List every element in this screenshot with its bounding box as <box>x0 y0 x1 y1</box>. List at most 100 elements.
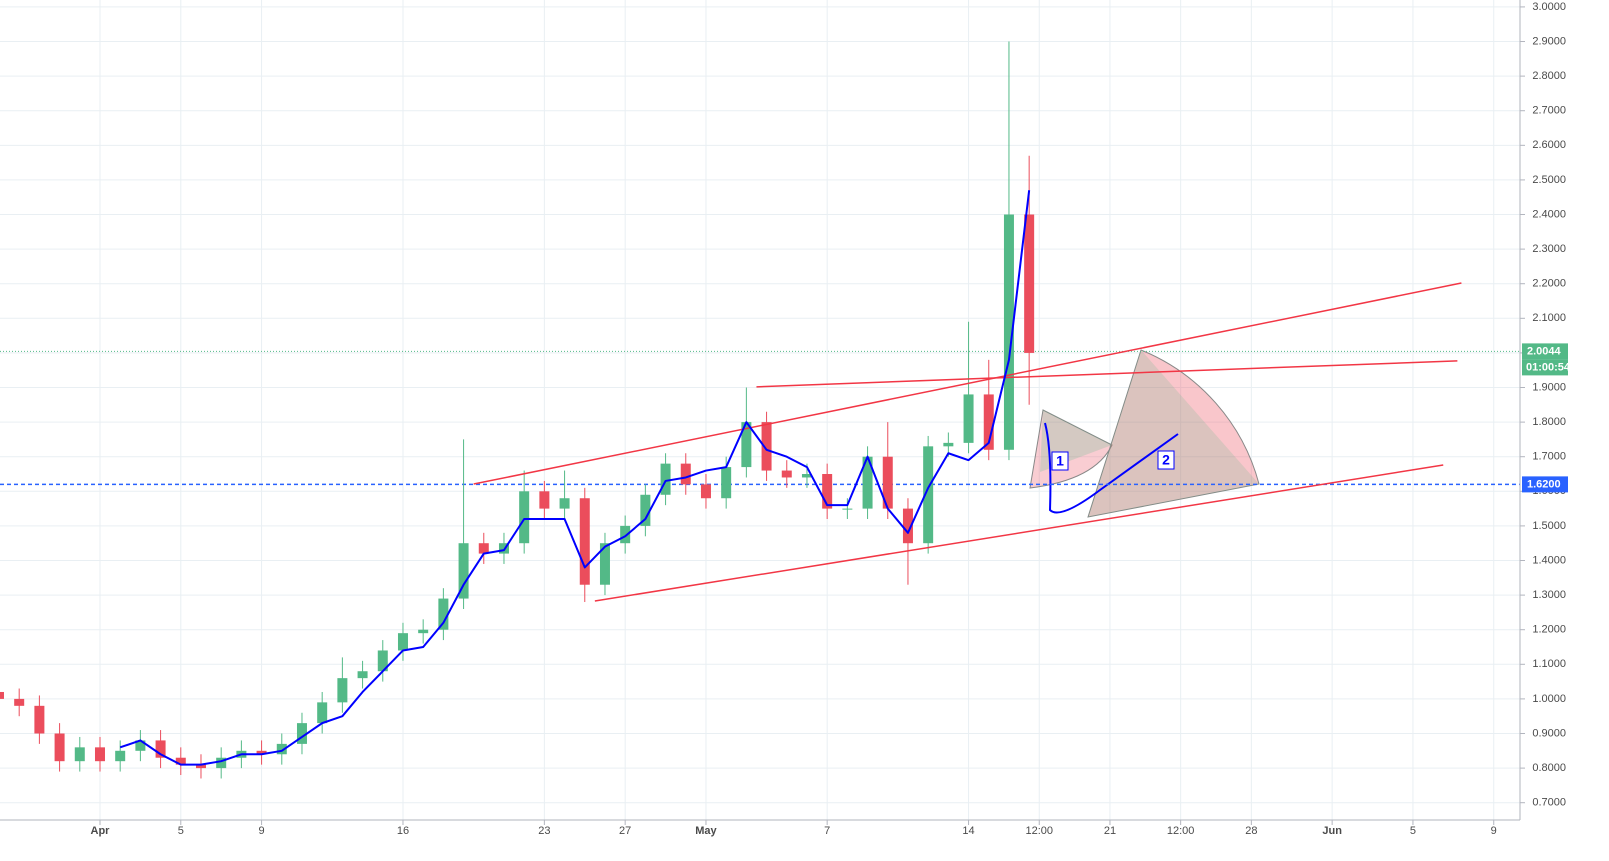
candle-body <box>559 498 570 509</box>
y-tick-label: 1.9000 <box>1532 381 1566 393</box>
candle-body <box>943 442 954 447</box>
countdown-tag <box>1522 359 1568 376</box>
trendline <box>473 282 1462 485</box>
y-tick-label: 2.9000 <box>1532 35 1566 47</box>
axis-labels: 0.7000 0.8000 0.9000 1.0000 1.1000 1.2000 1.30… <box>91 1 1571 837</box>
candle-body <box>761 422 772 471</box>
plot <box>0 41 1520 779</box>
candle-body <box>700 484 711 499</box>
y-tick-label: 1.3000 <box>1532 589 1566 601</box>
candle-body <box>781 470 792 478</box>
candle-body <box>216 757 227 769</box>
candle-body <box>418 629 429 634</box>
x-tick-label: 21 <box>1104 825 1116 837</box>
level-label: 1.6200 <box>1527 478 1561 490</box>
y-tick-label: 2.2000 <box>1532 278 1566 290</box>
y-tick-label: 0.9000 <box>1532 727 1566 739</box>
y-tick-label: 1.7000 <box>1532 451 1566 463</box>
candle-body <box>74 747 85 762</box>
candle-body <box>862 456 873 509</box>
fan-shape-2 <box>1087 349 1260 518</box>
x-tick-label: 5 <box>178 825 184 837</box>
candle-body <box>599 543 610 585</box>
y-tick-label: 1.2000 <box>1532 624 1566 636</box>
candle-body <box>115 750 126 762</box>
candle-body <box>337 678 348 703</box>
level-tag <box>1522 476 1568 493</box>
candle-body <box>397 633 408 651</box>
candle-body <box>54 733 65 762</box>
annotation: 1 <box>1056 453 1064 469</box>
y-tick-label: 3.0000 <box>1532 1 1566 13</box>
trendline <box>594 464 1444 602</box>
y-tick-label: 2.4000 <box>1532 208 1566 220</box>
candle-body <box>842 508 853 510</box>
label-box <box>1157 450 1175 470</box>
x-tick-label: May <box>695 825 717 837</box>
candle-body <box>721 467 732 499</box>
candle-body <box>14 698 25 706</box>
last-price-tag <box>1522 343 1568 360</box>
label-box <box>1051 451 1069 471</box>
y-tick-label: 1.5000 <box>1532 520 1566 532</box>
candle-body <box>539 491 550 509</box>
x-tick-label: 9 <box>1491 825 1497 837</box>
x-tick-label: 12:00 <box>1167 825 1195 837</box>
x-tick-label: 7 <box>824 825 830 837</box>
candle-body <box>195 764 206 769</box>
x-tick-label: Jun <box>1322 825 1342 837</box>
drawn-path <box>1044 422 1179 514</box>
candle-body <box>963 394 974 443</box>
x-tick-label: 27 <box>619 825 631 837</box>
candle-body <box>1024 214 1035 353</box>
x-tick-label: 16 <box>397 825 409 837</box>
y-tick-label: 2.1000 <box>1532 312 1566 324</box>
candle-body <box>256 750 267 755</box>
annotation: 2 <box>1162 452 1170 468</box>
y-tick-label: 2.6000 <box>1532 139 1566 151</box>
candle-body <box>822 474 833 509</box>
candle-body <box>923 446 934 544</box>
y-tick-label: 2.3000 <box>1532 243 1566 255</box>
x-tick-label: 14 <box>962 825 974 837</box>
y-tick-label: 1.8000 <box>1532 416 1566 428</box>
candle-body <box>357 671 368 679</box>
y-tick-label: 2.7000 <box>1532 105 1566 117</box>
y-tick-label: 2.5000 <box>1532 174 1566 186</box>
y-tick-label: 1.4000 <box>1532 554 1566 566</box>
candle-body <box>660 463 671 495</box>
y-tick-label: 0.8000 <box>1532 762 1566 774</box>
candle-body <box>1003 214 1014 450</box>
x-tick-label: 23 <box>538 825 550 837</box>
x-tick-label: 9 <box>259 825 265 837</box>
average-line <box>119 190 1031 766</box>
candle-body <box>175 757 186 765</box>
x-tick-label: 5 <box>1410 825 1416 837</box>
trendline <box>756 360 1458 388</box>
candle-body <box>801 474 812 478</box>
candle-body <box>296 723 307 744</box>
candle-body <box>519 491 530 544</box>
candle-body <box>579 498 590 585</box>
candle-body <box>317 702 328 724</box>
candle-body <box>94 747 105 762</box>
y-tick-label: 0.7000 <box>1532 797 1566 809</box>
candle-body <box>34 705 45 734</box>
y-tick-label: 1.0000 <box>1532 693 1566 705</box>
candle-body <box>983 394 994 450</box>
candle-body <box>135 740 146 751</box>
candle-body <box>458 543 469 599</box>
x-tick-label: 12:00 <box>1025 825 1053 837</box>
y-tick-label: 2.8000 <box>1532 70 1566 82</box>
candle-body <box>377 650 388 672</box>
countdown-label: 01:00:54 <box>1526 361 1571 373</box>
candle-body <box>640 494 651 526</box>
candle-body <box>620 525 631 544</box>
x-tick-label: Apr <box>91 825 111 837</box>
candle-body <box>680 463 691 485</box>
candle-body <box>438 598 449 630</box>
y-tick-label: 1.1000 <box>1532 658 1566 670</box>
candle-body <box>0 691 4 699</box>
candle-body <box>478 543 489 554</box>
